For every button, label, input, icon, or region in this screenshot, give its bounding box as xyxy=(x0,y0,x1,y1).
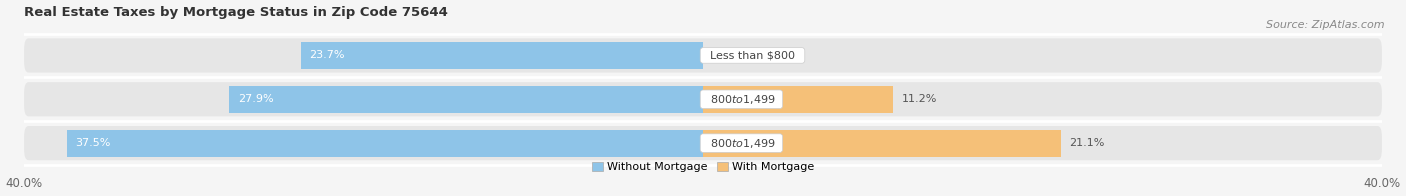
Text: 21.1%: 21.1% xyxy=(1070,138,1105,148)
Bar xyxy=(703,86,893,113)
Text: Source: ZipAtlas.com: Source: ZipAtlas.com xyxy=(1267,20,1385,30)
Text: 0.0%: 0.0% xyxy=(711,50,740,60)
Text: 37.5%: 37.5% xyxy=(75,138,111,148)
Bar xyxy=(301,42,703,69)
Text: Real Estate Taxes by Mortgage Status in Zip Code 75644: Real Estate Taxes by Mortgage Status in … xyxy=(24,5,449,19)
Bar xyxy=(66,130,703,157)
FancyBboxPatch shape xyxy=(24,126,1382,160)
Bar xyxy=(229,86,703,113)
Text: 11.2%: 11.2% xyxy=(901,94,936,104)
Text: Less than $800: Less than $800 xyxy=(703,50,801,60)
Legend: Without Mortgage, With Mortgage: Without Mortgage, With Mortgage xyxy=(588,158,818,177)
Text: $800 to $1,499: $800 to $1,499 xyxy=(703,137,780,150)
Text: 23.7%: 23.7% xyxy=(309,50,344,60)
Text: $800 to $1,499: $800 to $1,499 xyxy=(703,93,780,106)
FancyBboxPatch shape xyxy=(24,38,1382,73)
Text: 27.9%: 27.9% xyxy=(238,94,274,104)
Bar xyxy=(703,130,1062,157)
FancyBboxPatch shape xyxy=(24,82,1382,116)
